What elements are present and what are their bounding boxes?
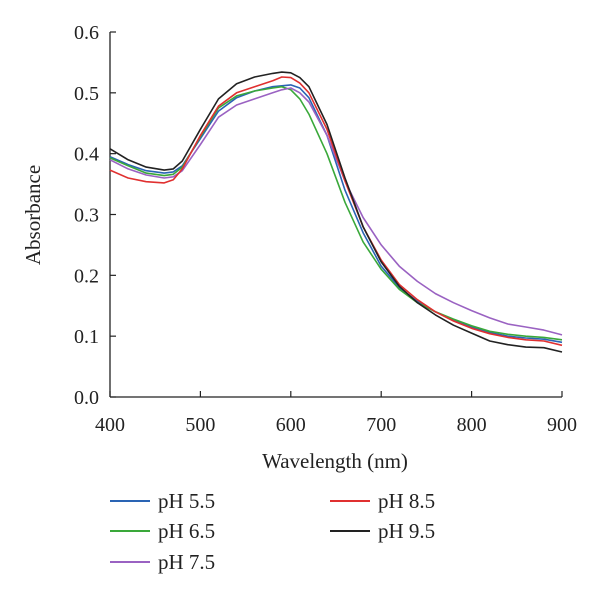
y-tick-label: 0.2: [74, 265, 99, 287]
series-line-ph-9-5: [109, 71, 563, 353]
y-tick-label: 0.3: [74, 205, 99, 227]
legend-label: pH 5.5: [158, 489, 215, 513]
legend-label: pH 6.5: [158, 519, 215, 543]
y-tick-label: 0.5: [74, 83, 99, 105]
series-line-ph-5-5: [109, 84, 563, 344]
x-tick-label: 400: [95, 414, 125, 436]
series-line-ph-8-5: [109, 76, 563, 347]
legend-item: pH 9.5: [330, 519, 435, 543]
tick-marks: [109, 31, 563, 398]
x-tick-label: 900: [547, 414, 577, 436]
legend-item: pH 5.5: [110, 489, 215, 513]
y-tick-label: 0.4: [74, 144, 99, 166]
tick-labels: 0.0 0.1 0.2 0.3 0.4 0.5 0.6 400 500 600 700 800 900: [74, 22, 577, 436]
legend-label: pH 8.5: [378, 489, 435, 513]
x-tick-label: 700: [366, 414, 396, 436]
legend-item: pH 8.5: [330, 489, 435, 513]
y-tick-label: 0.6: [74, 22, 99, 44]
y-axis-label: Absorbance: [21, 165, 45, 265]
x-tick-label: 500: [185, 414, 215, 436]
x-tick-label: 600: [276, 414, 306, 436]
legend-item: pH 7.5: [110, 550, 215, 574]
series-line-ph-6-5: [109, 85, 563, 341]
legend-label: pH 9.5: [378, 519, 435, 543]
legend-item: pH 6.5: [110, 519, 215, 543]
legend-label: pH 7.5: [158, 550, 215, 574]
series-lines: [109, 71, 563, 353]
x-tick-label: 800: [457, 414, 487, 436]
series-line-ph-7-5: [109, 87, 563, 336]
y-tick-label: 0.0: [74, 387, 99, 409]
y-tick-label: 0.1: [74, 326, 99, 348]
legend: pH 5.5 pH 6.5 pH 7.5 pH 8.5 pH 9.5: [110, 489, 435, 574]
x-axis-label: Wavelength (nm): [262, 449, 408, 473]
